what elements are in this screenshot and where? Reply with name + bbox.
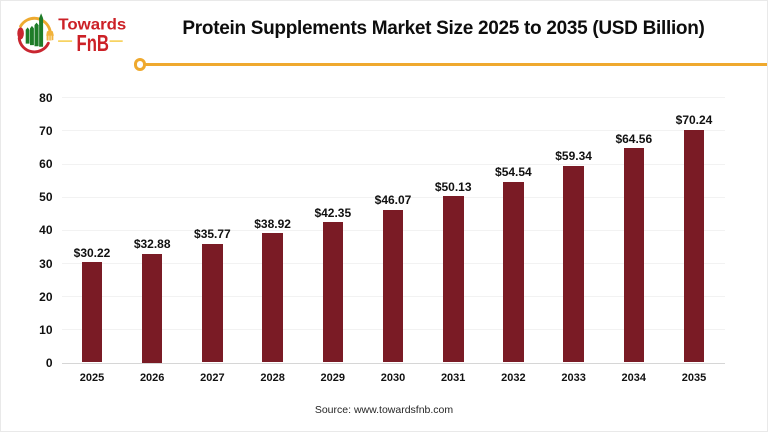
svg-text:Towards: Towards <box>58 16 126 33</box>
svg-text:FnB: FnB <box>77 30 110 56</box>
